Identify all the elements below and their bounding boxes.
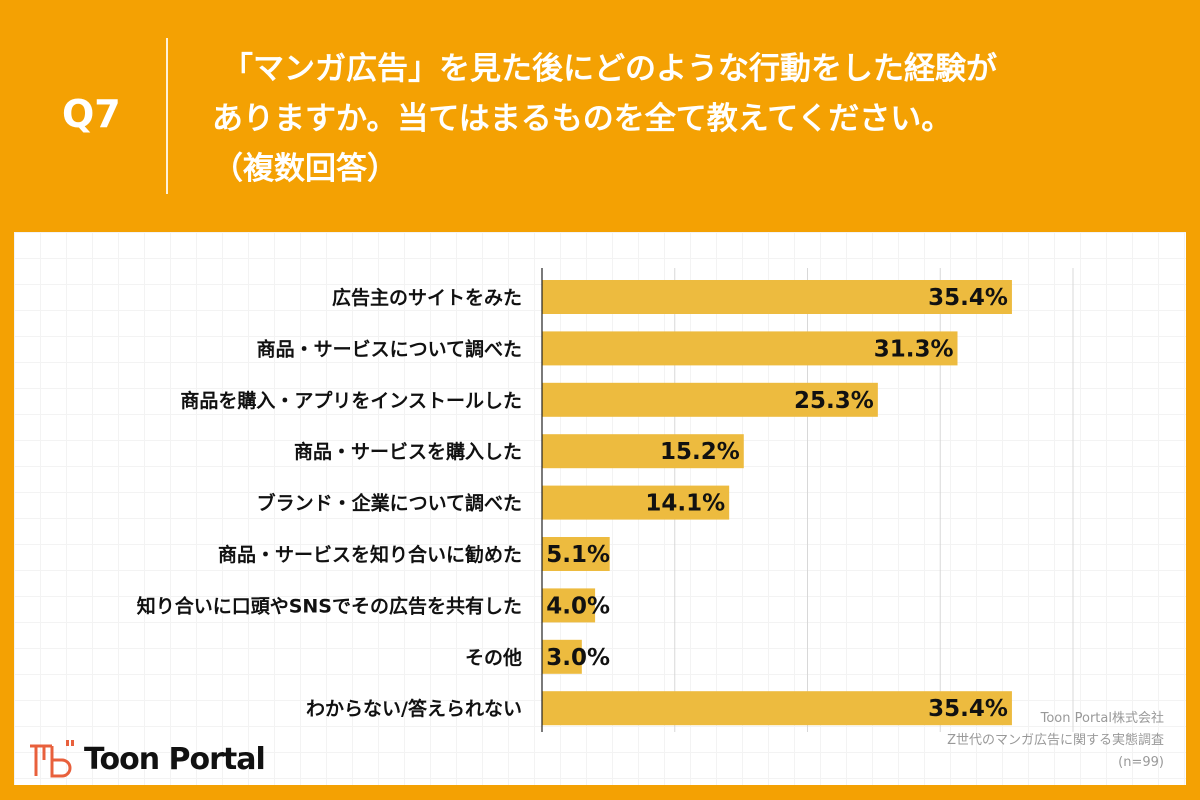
bar	[542, 382, 878, 417]
category-label: その他	[465, 646, 522, 669]
category-label: ブランド・企業について調べた	[257, 492, 522, 515]
value-label: 15.2%	[660, 439, 740, 465]
value-label: 31.3%	[874, 336, 954, 362]
logo-text: Toon Portal	[84, 741, 266, 777]
bar	[542, 434, 744, 469]
category-label: 商品・サービスについて調べた	[257, 337, 522, 360]
value-label: 25.3%	[794, 388, 874, 414]
bar	[542, 485, 730, 520]
question-number: Q7	[62, 92, 121, 136]
bar	[542, 280, 1012, 314]
value-label: 5.1%	[546, 542, 610, 568]
category-label: 商品・サービスを購入した	[294, 440, 522, 463]
category-label: 商品・サービスを知り合いに勧めた	[218, 543, 522, 566]
value-label: 3.0%	[546, 645, 610, 671]
bar	[542, 537, 610, 571]
logo-icon	[30, 740, 74, 778]
value-label: 14.1%	[645, 491, 725, 517]
bar	[542, 331, 958, 366]
question-line: 「マンガ広告」を見た後にどのような行動をした経験が	[222, 51, 997, 87]
bar	[542, 691, 1012, 726]
source-note: Toon Portal株式会社 Z世代のマンガ広告に関する実態調査 (n=99)	[947, 708, 1164, 774]
question-line: ありますか。当てはまるものを全て教えてください。	[212, 101, 953, 137]
category-label: わからない/答えられない	[306, 697, 522, 720]
value-label: 4.0%	[546, 593, 610, 619]
value-label: 35.4%	[928, 285, 1008, 311]
bar	[542, 639, 582, 674]
source-line: (n=99)	[1118, 755, 1164, 770]
header-divider	[166, 38, 168, 194]
bar	[542, 588, 596, 623]
source-line: Toon Portal株式会社	[1040, 711, 1164, 726]
value-label: 35.4%	[928, 696, 1008, 722]
question-text: 「マンガ広告」を見た後にどのような行動をした経験が ありますか。当てはまるものを…	[212, 44, 1172, 194]
question-line: （複数回答）	[212, 151, 398, 187]
toon-portal-logo: Toon Portal	[28, 738, 266, 780]
category-label: 広告主のサイトをみた	[332, 286, 522, 309]
source-line: Z世代のマンガ広告に関する実態調査	[947, 733, 1164, 748]
category-label: 商品を購入・アプリをインストールした	[180, 389, 522, 412]
category-label: 知り合いに口頭やSNSでその広告を共有した	[137, 594, 522, 617]
